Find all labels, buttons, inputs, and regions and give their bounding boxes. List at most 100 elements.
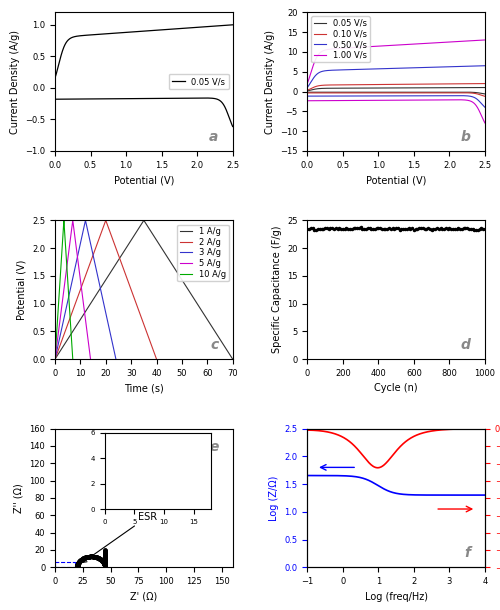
Point xyxy=(100,559,108,569)
Point xyxy=(75,557,83,567)
Point xyxy=(73,562,81,572)
Point xyxy=(73,562,81,572)
X-axis label: Time (s): Time (s) xyxy=(124,384,164,393)
Point xyxy=(73,562,81,572)
Line: 0.50 V/s: 0.50 V/s xyxy=(308,66,485,87)
Point xyxy=(94,553,102,563)
Point xyxy=(73,562,81,572)
Point xyxy=(86,551,94,561)
Point xyxy=(73,562,81,572)
Point xyxy=(74,558,82,568)
Point xyxy=(74,562,82,572)
Point xyxy=(74,561,82,570)
Point xyxy=(101,561,109,570)
Point xyxy=(73,562,81,572)
Point xyxy=(74,561,82,571)
Point xyxy=(99,557,107,567)
Point xyxy=(101,561,109,570)
Point xyxy=(73,562,81,572)
Point xyxy=(100,560,108,570)
Point xyxy=(100,560,108,570)
Point xyxy=(73,562,81,572)
Point xyxy=(73,562,81,572)
Text: ESR: ESR xyxy=(82,512,158,562)
Point xyxy=(73,562,81,572)
Point xyxy=(101,556,109,565)
Point xyxy=(73,562,81,572)
0.05 V/s xyxy=(390,84,396,92)
0.50 V/s xyxy=(410,64,416,71)
Point xyxy=(73,562,81,572)
Point xyxy=(100,559,108,569)
Point xyxy=(101,562,109,572)
Point xyxy=(73,562,81,572)
Point xyxy=(80,553,88,563)
Point xyxy=(101,550,109,559)
Point xyxy=(73,562,81,572)
Point xyxy=(101,551,109,561)
Point xyxy=(78,554,86,564)
Point xyxy=(98,556,106,565)
Point xyxy=(92,552,100,562)
Point xyxy=(101,545,109,555)
Point xyxy=(101,561,109,571)
Point xyxy=(101,560,109,570)
0.50 V/s xyxy=(482,62,488,70)
Point xyxy=(100,560,108,570)
Point xyxy=(101,561,109,570)
Point xyxy=(73,562,81,572)
Point xyxy=(73,562,81,572)
Point xyxy=(73,562,81,572)
Point xyxy=(101,562,109,572)
Point xyxy=(73,562,81,572)
Point xyxy=(73,562,81,572)
Point xyxy=(101,561,109,571)
Point xyxy=(73,562,81,572)
Point xyxy=(100,558,108,567)
Point xyxy=(73,562,81,572)
1 A/g xyxy=(180,279,186,286)
Point xyxy=(101,562,109,572)
Point xyxy=(98,556,106,565)
0.50 V/s xyxy=(390,65,396,72)
Point xyxy=(73,562,81,572)
Point xyxy=(73,562,81,572)
Point xyxy=(82,552,90,562)
3 A/g xyxy=(96,279,102,286)
Point xyxy=(73,562,81,572)
Point xyxy=(96,554,104,564)
Bar xyxy=(55,562,75,567)
Point xyxy=(73,562,81,572)
Point xyxy=(77,555,85,565)
Point xyxy=(101,549,109,559)
3 A/g xyxy=(72,265,78,272)
Point xyxy=(101,559,109,569)
Point xyxy=(101,558,109,567)
Point xyxy=(101,562,109,572)
Point xyxy=(100,561,108,570)
Point xyxy=(74,561,82,571)
Point xyxy=(100,559,108,569)
Point xyxy=(73,562,81,572)
1 A/g xyxy=(141,217,147,224)
Point xyxy=(73,562,81,572)
Point xyxy=(73,562,81,572)
Point xyxy=(73,562,81,572)
Point xyxy=(74,559,82,569)
Point xyxy=(76,556,84,565)
3 A/g xyxy=(52,356,58,363)
Point xyxy=(94,553,102,562)
Point xyxy=(73,562,81,572)
Point xyxy=(73,562,81,572)
Point xyxy=(101,561,109,571)
Point xyxy=(73,562,81,572)
Point xyxy=(74,561,82,570)
1.00 V/s xyxy=(450,38,456,46)
Point xyxy=(101,562,109,572)
Point xyxy=(101,560,109,570)
Point xyxy=(73,562,81,572)
Point xyxy=(101,561,109,571)
Point xyxy=(101,548,109,558)
Point xyxy=(78,554,86,564)
Point xyxy=(73,562,81,572)
